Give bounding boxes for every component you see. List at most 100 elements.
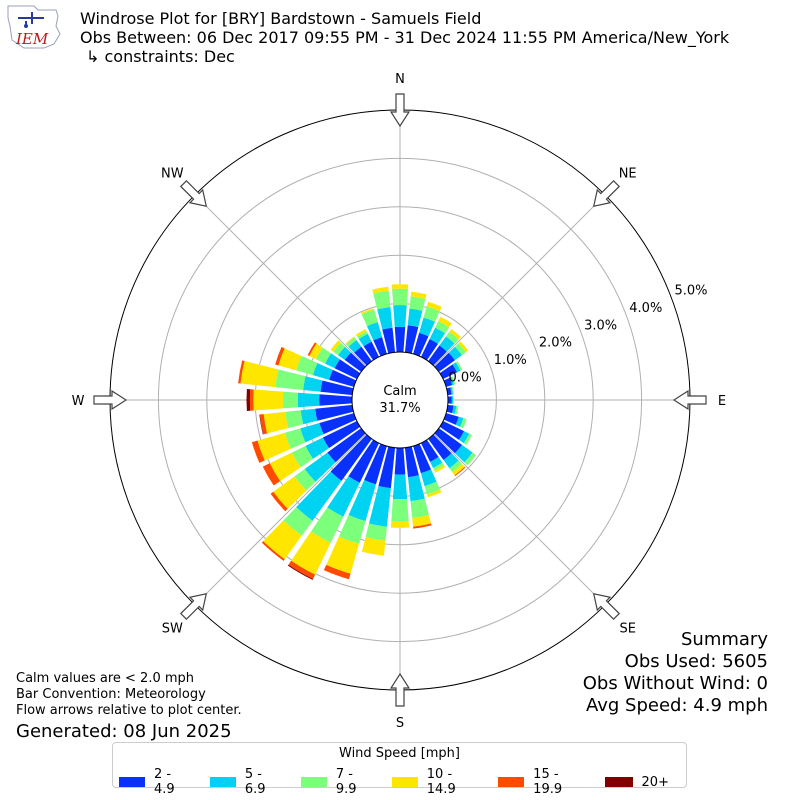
flow-arrow-shape [179, 592, 208, 621]
windrose-bar-segment [391, 284, 409, 289]
windrose-bar-segment [263, 520, 302, 560]
windrose-bar-segment [309, 343, 323, 360]
chart-title: Windrose Plot for [BRY] Bardstown - Samu… [80, 9, 729, 66]
legend-swatch [604, 777, 633, 787]
windrose-bar-segment [409, 296, 426, 311]
legend-label: 15 - 19.9 [533, 767, 563, 797]
radial-tick-label: 4.0% [629, 301, 662, 316]
windrose-bar-segment [419, 317, 436, 337]
windrose-bar-segment [337, 346, 351, 360]
windrose-bar-segment [378, 446, 396, 489]
summary-obs-without-wind: Obs Without Wind: 0 [582, 673, 768, 694]
compass-label: S [396, 716, 404, 731]
windrose-bar-segment [390, 521, 410, 528]
compass-label: SE [619, 622, 635, 637]
windrose-bar-segment [428, 434, 452, 461]
windrose-bar-segment [288, 560, 316, 580]
compass-label: NW [161, 166, 184, 181]
windrose-bar-segment [451, 386, 455, 395]
windrose-bar-segment [404, 325, 419, 354]
windrose-bar-segment [357, 331, 368, 340]
windrose-bar-segment [426, 489, 442, 498]
windrose-bar-segment [438, 316, 452, 328]
summary-heading: Summary [681, 629, 768, 650]
windrose-bar-segment [458, 341, 469, 353]
windrose-bar-segment [404, 446, 419, 478]
legend-items: 2 - 4.9 5 - 6.9 7 - 9.9 10 - 14.9 15 - 19.9 2… [119, 767, 686, 797]
windrose-bar-segment [354, 346, 372, 366]
windrose-bar-segment [435, 321, 450, 334]
windrose-bar-segment [300, 422, 324, 443]
windrose-bar-segment [377, 306, 393, 330]
flow-arrow-shape [389, 672, 411, 707]
windrose-bar-segment [291, 445, 313, 468]
legend-swatch [209, 777, 236, 787]
windrose-bar-segment [312, 363, 333, 380]
windrose-bar-segment [269, 452, 301, 482]
windrose-bar-segment [452, 405, 457, 414]
windrose-bar-segment [310, 507, 344, 543]
windrose-bar-segment [413, 332, 429, 357]
legend-swatch [391, 777, 418, 787]
windrose-bar-segment [307, 342, 317, 356]
windrose-bar-segment [449, 377, 455, 386]
windrose-bar-segment [373, 337, 387, 357]
windrose-bar-segment [446, 331, 459, 344]
windrose-bar-segment [447, 396, 452, 404]
windrose-bar-segment [278, 348, 302, 371]
legend: Wind Speed [mph] 2 - 4.9 5 - 6.9 7 - 9.9 10… [112, 742, 687, 797]
legend-item: 5 - 6.9 [209, 767, 284, 797]
windrose-bar-segment [413, 523, 432, 529]
flow-arrow-shape [672, 389, 707, 411]
flow-arrow-shape [389, 93, 411, 128]
windrose-bar-segment [345, 336, 355, 345]
windrose-bar-segment [361, 308, 375, 315]
windrose-bar-segment [448, 346, 463, 361]
windrose-bar-segment [330, 340, 341, 352]
windrose-bar-segment [439, 336, 455, 352]
windrose-bar-segment [366, 322, 383, 341]
windrose-bar-segment [407, 308, 423, 328]
windrose-bar-segment [327, 428, 366, 463]
windrose-bar-segment [284, 428, 306, 449]
calm-label: Calm [383, 384, 416, 399]
windrose-bar-segment [410, 291, 427, 299]
windrose-bar-segment [391, 499, 409, 522]
radial-tick-label: 3.0% [584, 318, 617, 333]
windrose-bar-segment [327, 476, 360, 517]
legend-label: 20+ [641, 774, 669, 790]
windrose-bar-segment [428, 345, 447, 366]
windrose-bar-segment [364, 443, 387, 485]
windrose-bar-segment [454, 343, 466, 356]
windrose-bar-segment [296, 355, 318, 376]
windrose-bar-segment [261, 541, 285, 561]
windrose-bar-segment [320, 380, 354, 396]
windrose-bar-segment [348, 439, 380, 483]
plot-notes: Calm values are < 2.0 mph Bar Convention… [16, 671, 242, 743]
windrose-bar-segment [361, 309, 378, 327]
grid-spoke [194, 433, 367, 606]
windrose-bar-segment [460, 418, 467, 429]
flow-arrow-icon [389, 672, 411, 707]
windrose-bar-segment [392, 288, 408, 306]
legend-item: 2 - 4.9 [119, 767, 193, 797]
windrose-bar-segment [434, 464, 446, 473]
windrose-bar-segment [423, 306, 440, 322]
windrose-bar-segment [382, 327, 396, 354]
windrose-bar-segment [259, 414, 264, 435]
compass-label: W [72, 394, 85, 409]
windrose-bar-segment [305, 437, 329, 459]
flow-arrow-shape [592, 592, 621, 621]
summary-panel: Summary Obs Used: 5605 Obs Without Wind:… [583, 629, 768, 717]
windrose-bar-segment [446, 404, 454, 414]
windrose-bar-segment [304, 452, 336, 482]
windrose-bar-segment [246, 389, 251, 411]
radial-tick-label: 5.0% [674, 284, 707, 299]
legend-item: 15 - 19.9 [498, 767, 587, 797]
grid-spoke [194, 194, 367, 367]
note-flow-arrows: Flow arrows relative to plot center. [16, 703, 242, 718]
windrose-bar-segment [330, 434, 372, 481]
windrose-bar-segment [275, 347, 285, 366]
windrose-bar-segment [373, 290, 391, 310]
